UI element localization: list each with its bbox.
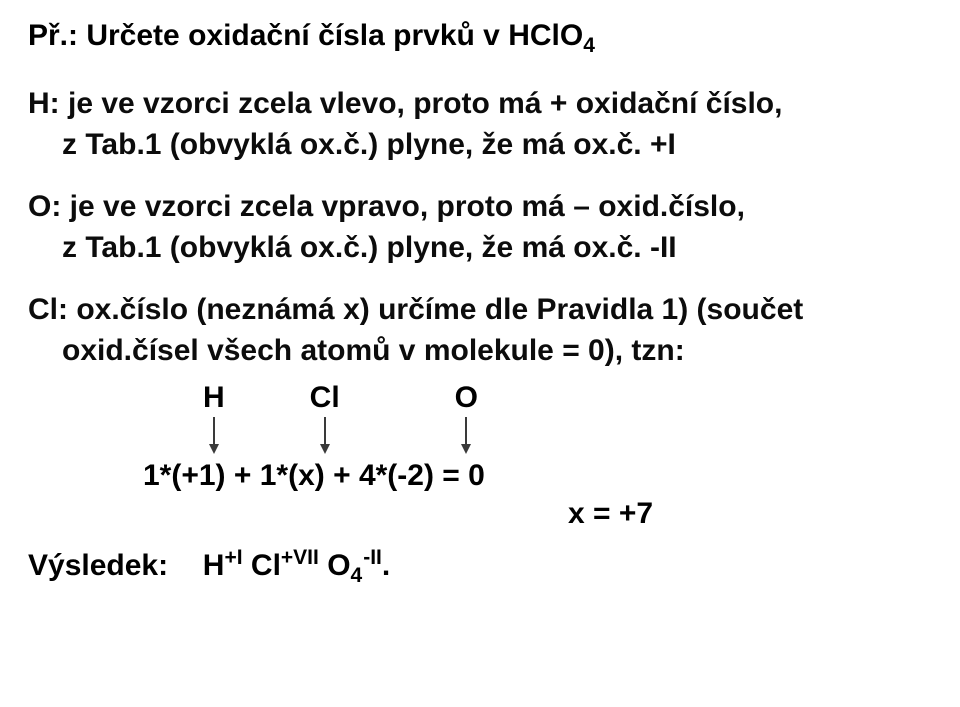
- arrow-down-icon: [459, 417, 473, 455]
- cl-line-1: Cl: ox.číslo (neznámá x) určíme dle Prav…: [28, 290, 932, 331]
- result-H-sup: +I: [224, 546, 242, 569]
- equation-row-1: 1*(+1) + 1*(x) + 4*(-2) = 0: [28, 459, 932, 493]
- column-o: O: [455, 379, 478, 455]
- result-H: H: [203, 549, 225, 582]
- page-title: Př.: Určete oxidační čísla prvků v HClO4: [28, 18, 932, 54]
- result-O: O: [327, 549, 350, 582]
- result-label: Výsledek:: [28, 549, 168, 582]
- o-line-2: z Tab.1 (obvyklá ox.č.) plyne, že má ox.…: [28, 228, 932, 269]
- column-cl: Cl: [310, 379, 340, 455]
- column-h: H: [203, 379, 225, 455]
- result-row: Výsledek: H+I Cl+VII O4-II.: [28, 549, 932, 583]
- h-line-1: H: je ve vzorci zcela vlevo, proto má + …: [28, 84, 932, 125]
- element-columns: H Cl O: [28, 379, 932, 455]
- label-o: O: [455, 379, 478, 417]
- title-sub: 4: [583, 34, 595, 57]
- result-O-sub: 4: [351, 564, 363, 587]
- h-line-2: z Tab.1 (obvyklá ox.č.) plyne, že má ox.…: [28, 125, 932, 166]
- arrow-down-icon: [318, 417, 332, 455]
- arrow-down-icon: [207, 417, 221, 455]
- result-Cl: Cl: [251, 549, 281, 582]
- title-text: Př.: Určete oxidační čísla prvků v HClO: [28, 19, 583, 52]
- paragraph-o: O: je ve vzorci zcela vpravo, proto má –…: [28, 187, 932, 268]
- label-cl: Cl: [310, 379, 340, 417]
- equation-row-2: x = +7: [28, 497, 932, 531]
- o-line-1: O: je ve vzorci zcela vpravo, proto má –…: [28, 187, 932, 228]
- paragraph-cl: Cl: ox.číslo (neznámá x) určíme dle Prav…: [28, 290, 932, 371]
- result-dot: .: [382, 549, 390, 582]
- cl-line-2: oxid.čísel všech atomů v molekule = 0), …: [28, 331, 932, 372]
- label-h: H: [203, 379, 225, 417]
- result-Cl-sup: +VII: [281, 546, 319, 569]
- result-O-sup: -II: [363, 546, 382, 569]
- paragraph-h: H: je ve vzorci zcela vlevo, proto má + …: [28, 84, 932, 165]
